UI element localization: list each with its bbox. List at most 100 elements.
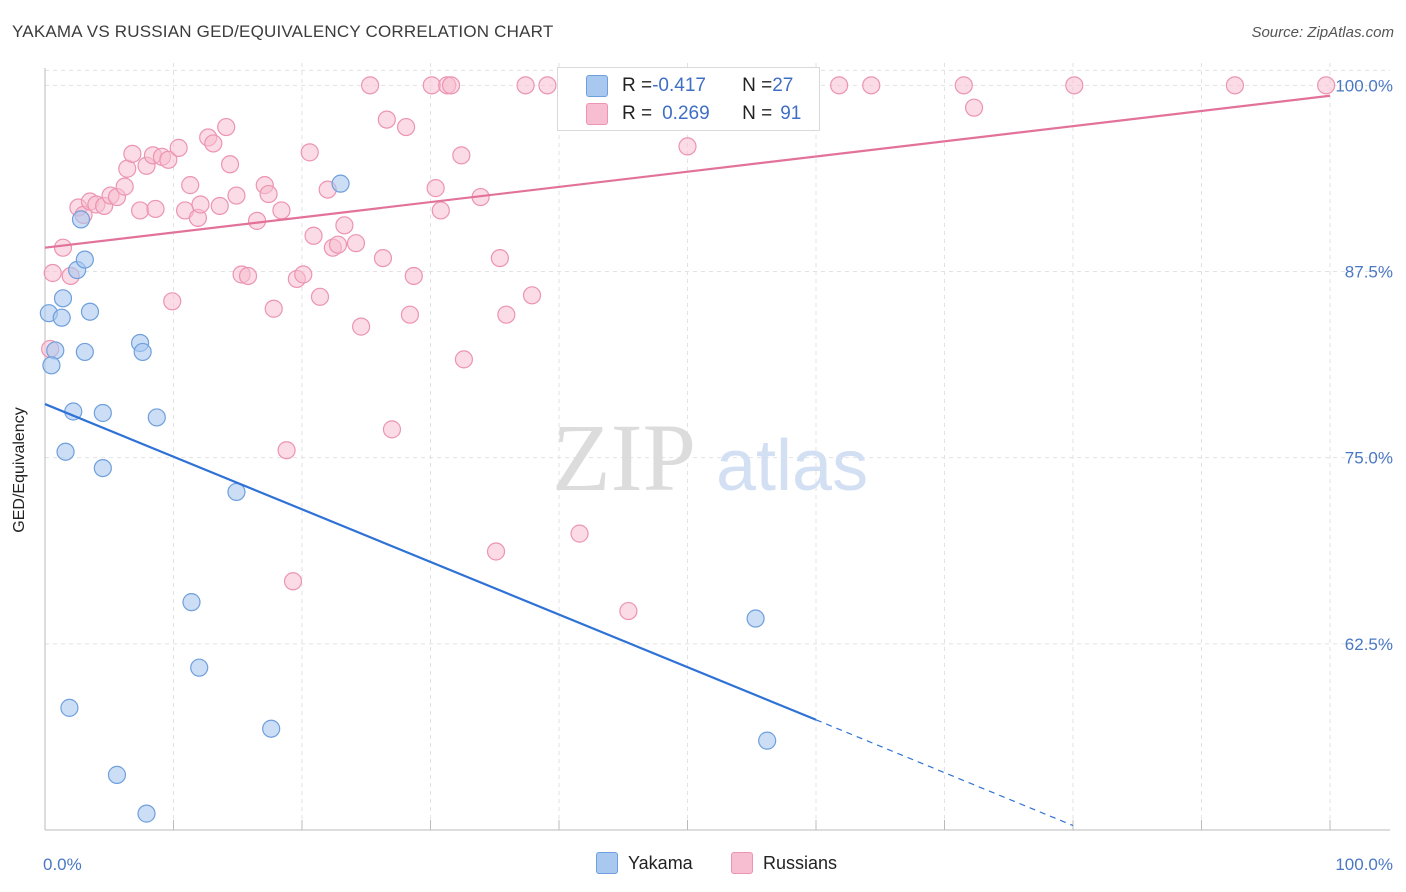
legend-row-yakama: R = -0.417 N = 27: [558, 72, 793, 100]
russians-point: [159, 150, 178, 169]
russians-points: [41, 76, 1336, 621]
russians-point: [259, 184, 278, 204]
yakama-point: [93, 403, 112, 423]
yakama-point: [147, 408, 166, 427]
tick-labels: 62.5% 75.0% 87.5% 100.0% 0.0% 100.0%: [43, 76, 1393, 874]
russians-point: [522, 286, 542, 305]
russians-point: [490, 249, 509, 268]
yakama-swatch: [586, 75, 608, 97]
russians-point: [115, 177, 134, 196]
yakama-point: [60, 698, 79, 717]
russians-point: [335, 216, 354, 235]
russians-point: [426, 179, 445, 198]
russians-point: [373, 249, 393, 268]
russians-point: [294, 265, 313, 284]
axes: [44, 68, 1390, 831]
russians-point: [516, 76, 535, 95]
russians-point: [1317, 76, 1336, 95]
chart-title: YAKAMA VS RUSSIAN GED/EQUIVALENCY CORREL…: [12, 22, 554, 41]
y-tick-label: 75.0%: [1345, 449, 1393, 468]
russians-point: [1065, 76, 1084, 95]
yakama-swatch: [596, 852, 618, 874]
n-label: N =: [742, 75, 773, 96]
russians-point: [361, 76, 380, 95]
russians-point: [404, 266, 423, 286]
yakama-point: [80, 302, 100, 321]
russians-point: [1225, 76, 1245, 95]
russians-point: [830, 76, 849, 95]
russians-swatch: [586, 103, 608, 125]
russians-point: [310, 287, 330, 306]
yakama-points: [39, 174, 777, 823]
russians-point: [227, 186, 246, 205]
yakama-point: [71, 210, 91, 229]
yakama-point: [46, 341, 65, 360]
russians-point: [862, 76, 881, 95]
russians-point: [454, 350, 474, 369]
russians-point: [210, 196, 229, 216]
russians-point: [238, 266, 258, 286]
russians-point: [352, 317, 371, 336]
watermark-zip: ZIP: [552, 404, 696, 511]
russians-point: [570, 524, 589, 543]
n-label: N =: [742, 103, 773, 124]
russians-trend-line: [44, 94, 1331, 249]
russians-point: [123, 144, 142, 163]
russians-point: [964, 98, 984, 117]
russians-point: [431, 201, 450, 220]
russians-point: [277, 441, 296, 460]
y-tick-label: 100.0%: [1335, 76, 1393, 95]
yakama-point: [190, 658, 209, 677]
russians-point: [220, 155, 240, 174]
r-value: 0.269: [662, 103, 710, 124]
n-value: 91: [780, 103, 802, 124]
x-tick-label: 100.0%: [1335, 855, 1393, 874]
trend-lines: [44, 94, 1331, 827]
russians-point: [377, 110, 396, 129]
y-tick-label: 87.5%: [1345, 263, 1393, 282]
russians-point: [400, 305, 420, 324]
russians-point: [272, 201, 291, 220]
russians-swatch: [731, 852, 753, 874]
yakama-point: [107, 765, 127, 784]
r-label: R =: [622, 103, 653, 124]
yakama-point: [182, 593, 201, 612]
russians-point: [497, 305, 516, 324]
y-tick-label: 62.5%: [1345, 635, 1393, 654]
legend-label-russians: Russians: [763, 852, 838, 873]
russians-point: [53, 238, 73, 257]
stats-legend: R = -0.417 N = 27 R = 0.269 N = 91: [557, 67, 820, 131]
legend-row-russians: R = 0.269 N = 91: [558, 100, 801, 128]
russians-point: [678, 137, 697, 156]
russians-point: [422, 76, 441, 95]
yakama-point: [75, 250, 94, 269]
russians-point: [169, 138, 188, 157]
yakama-point: [52, 308, 71, 327]
russians-point: [304, 226, 323, 245]
russians-point: [217, 117, 236, 137]
russians-point: [486, 542, 506, 561]
russians-point: [130, 201, 150, 220]
legend-label-yakama: Yakama: [628, 852, 693, 873]
russians-point: [300, 143, 319, 162]
russians-point: [43, 263, 62, 283]
russians-point: [181, 176, 200, 195]
russians-point: [146, 199, 165, 219]
russians-point: [191, 195, 210, 214]
russians-point: [328, 235, 348, 254]
yakama-point: [331, 174, 350, 193]
yakama-point: [746, 609, 765, 628]
watermark-atlas: atlas: [716, 426, 868, 506]
russians-point: [954, 76, 973, 95]
yakama-point: [56, 442, 75, 461]
watermark: ZIP atlas: [552, 404, 868, 511]
russians-point: [163, 292, 182, 311]
russians-point: [452, 146, 471, 165]
russians-point: [346, 234, 366, 253]
russians-point: [538, 76, 557, 95]
yakama-point: [75, 342, 94, 362]
legend-item-yakama: Yakama: [596, 852, 693, 874]
yakama-point: [137, 804, 156, 823]
r-label: R =: [622, 75, 653, 96]
yakama-point: [42, 356, 61, 375]
